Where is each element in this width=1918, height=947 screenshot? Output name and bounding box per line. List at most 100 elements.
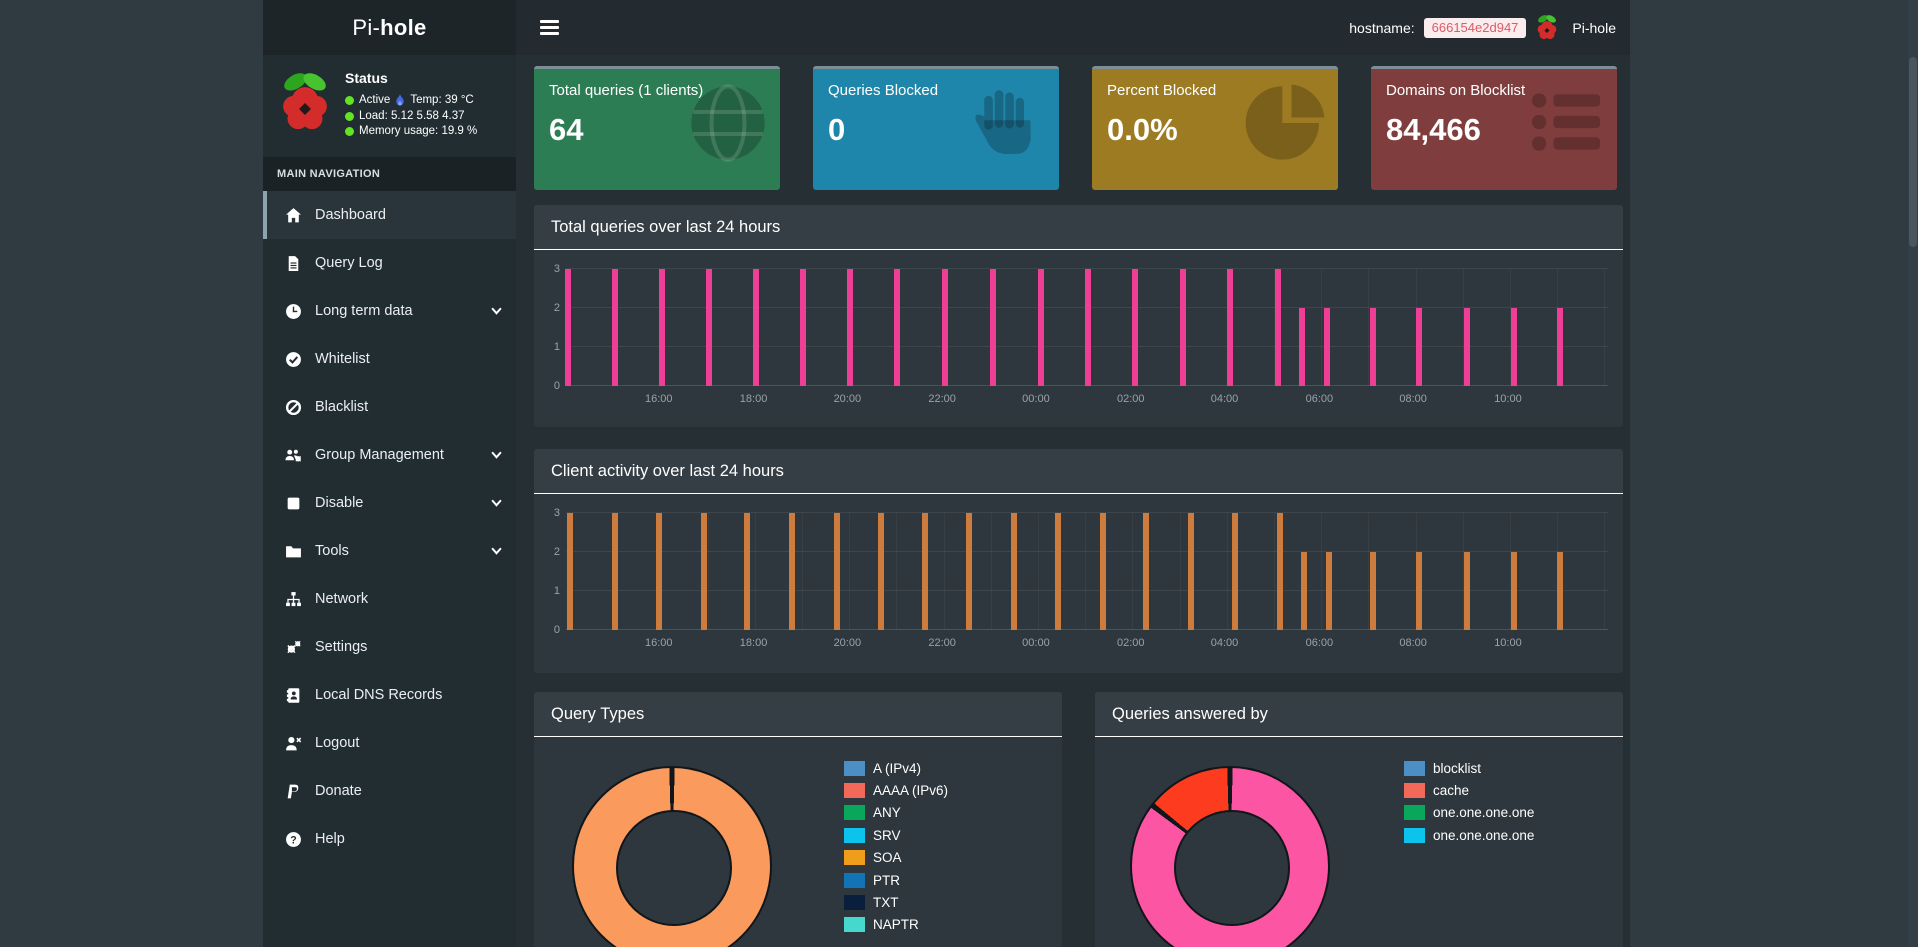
sidebar-item-whitelist[interactable]: Whitelist [263,335,516,383]
chart-bar[interactable] [799,269,806,386]
chart-bar[interactable] [990,269,997,386]
chart-bar[interactable] [942,269,949,386]
sidebar-item-tools[interactable]: Tools [263,527,516,575]
paypal-icon [287,784,299,798]
legend-item[interactable]: PTR [844,869,948,891]
sidebar-item-donate[interactable]: Donate [263,767,516,815]
chart-bar[interactable] [1557,308,1564,386]
chart-bar[interactable] [1557,552,1564,630]
chart-bar[interactable] [611,513,618,630]
legend-swatch [844,850,865,866]
chart-bar[interactable] [565,269,572,386]
legend-item[interactable]: NAPTR [844,914,948,936]
chart-bar[interactable] [877,513,884,630]
sidebar-item-dashboard[interactable]: Dashboard [263,191,516,239]
sidebar-item-long-term-data[interactable]: Long term data [263,287,516,335]
chart-bar[interactable] [847,269,854,386]
chart-bar[interactable] [567,513,574,630]
chart-bar[interactable] [1231,513,1238,630]
y-axis-tick-label: 1 [553,585,560,598]
status-temp-label: Temp: 39 °C [410,94,474,106]
scrollbar-thumb[interactable] [1909,57,1917,247]
v-gridline [1085,513,1087,630]
chart-bar[interactable] [1179,269,1186,386]
chart-bar[interactable] [1038,269,1045,386]
chart-bar[interactable] [611,269,618,386]
x-axis-tick-label: 08:00 [1399,637,1427,649]
legend-swatch [1404,805,1425,821]
legend-item[interactable]: one.one.one.one [1404,802,1534,824]
queries-answered-legend: blocklist cache one.one.one.one one.one.one… [1404,757,1534,847]
chart-bar[interactable] [1085,269,1092,386]
query-types-donut-chart[interactable] [572,766,772,947]
legend-item[interactable]: cache [1404,779,1534,801]
sidebar-item-disable[interactable]: Disable [263,479,516,527]
sidebar-item-group-management[interactable]: Group Management [263,431,516,479]
v-gridline [754,513,756,630]
chart-bar[interactable] [1511,552,1518,630]
v-gridline [990,513,992,630]
sidebar-item-help[interactable]: ? Help [263,815,516,863]
chart-bar[interactable] [1416,552,1423,630]
y-axis-tick-label: 0 [553,624,560,636]
chart-bar[interactable] [655,513,662,630]
legend-item[interactable]: AAAA (IPv6) [844,779,948,801]
status-load-label: Load: 5.12 5.58 4.37 [359,110,465,122]
legend-item[interactable]: SRV [844,824,948,846]
sidebar-item-network[interactable]: Network [263,575,516,623]
chart-bar[interactable] [1300,552,1307,630]
chart-bar[interactable] [1416,308,1423,386]
sidebar-item-settings[interactable]: Settings [263,623,516,671]
chart-bar[interactable] [1188,513,1195,630]
sidebar-item-query-log[interactable]: Query Log [263,239,516,287]
brand-logo[interactable]: Pi-hole [263,0,516,55]
chart-bar[interactable] [1369,308,1376,386]
chart-bar[interactable] [1054,513,1061,630]
chart-bar[interactable] [1325,552,1332,630]
chart-bar[interactable] [1131,269,1138,386]
chart-bar[interactable] [789,513,796,630]
chart-bar[interactable] [922,513,929,630]
chart-bar[interactable] [752,269,759,386]
sidebar-item-local-dns-records[interactable]: Local DNS Records [263,671,516,719]
sidebar-item-logout[interactable]: Logout [263,719,516,767]
card-value: 0 [828,112,846,147]
help-icon: ? [286,831,301,847]
legend-item[interactable]: A (IPv4) [844,757,948,779]
total-queries-chart[interactable]: 0 1 2 3 16:00 18:00 20:00 22:00 00:00 02:00 04:00 0… [554,263,1608,405]
legend-item[interactable]: TXT [844,891,948,913]
sidebar-item-blacklist[interactable]: Blacklist [263,383,516,431]
chart-bar[interactable] [833,513,840,630]
chart-bar[interactable] [705,269,712,386]
chart-bar[interactable] [1323,308,1330,386]
chart-bar[interactable] [658,269,665,386]
chart-bar[interactable] [1276,513,1283,630]
sidebar-toggle-button[interactable] [540,17,559,39]
legend-item[interactable]: SOA [844,847,948,869]
chart-bar[interactable] [966,513,973,630]
legend-item[interactable]: blocklist [1404,757,1534,779]
legend-item[interactable]: one.one.one.one [1404,824,1534,846]
chart-bar[interactable] [1511,308,1518,386]
chart-bar[interactable] [1011,513,1018,630]
client-activity-chart[interactable]: 0 1 2 3 16:00 18:00 20:00 22:00 00:00 02:00 04:00 0… [554,507,1608,649]
legend-swatch [1404,760,1425,776]
queries-answered-donut-chart[interactable] [1130,766,1330,947]
chart-bar[interactable] [744,513,751,630]
raspberry-icon [1538,15,1557,40]
chart-bar[interactable] [1143,513,1150,630]
chart-bar[interactable] [894,269,901,386]
brand-pi: Pi- [352,14,381,40]
chart-bar[interactable] [1369,552,1376,630]
chart-bar[interactable] [1298,308,1305,386]
chart-bar[interactable] [1274,269,1281,386]
chart-bar[interactable] [1464,308,1471,386]
x-axis-tick-label: 22:00 [928,393,956,405]
legend-item[interactable]: ANY [844,802,948,824]
page-scrollbar[interactable] [1908,0,1918,947]
chart-bar[interactable] [1464,552,1471,630]
chart-bar[interactable] [1099,513,1106,630]
legend-swatch [844,895,865,911]
chart-bar[interactable] [700,513,707,630]
chart-bar[interactable] [1226,269,1233,386]
